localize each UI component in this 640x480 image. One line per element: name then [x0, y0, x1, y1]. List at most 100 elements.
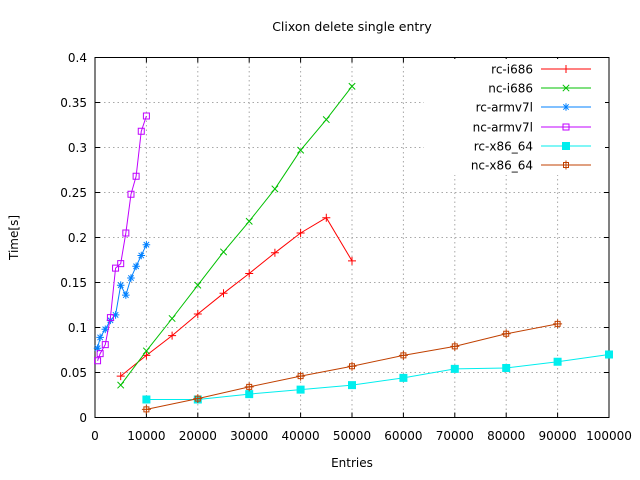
point-marker-boxplus: [296, 371, 306, 381]
x-tick-label: 10000: [127, 429, 165, 443]
x-tick-label: 100000: [586, 429, 632, 443]
point-marker-cross: [117, 381, 125, 389]
point-marker-square-open: [137, 127, 145, 135]
point-marker-asterisk: [111, 311, 120, 319]
legend-label-nc-i686: nc-i686: [488, 82, 533, 96]
point-marker-cross: [168, 314, 176, 323]
y-axis-label: Time[s]: [7, 215, 21, 261]
x-tick-label: 0: [91, 429, 99, 443]
point-marker-square-open: [94, 357, 102, 365]
point-marker-plus: [116, 372, 125, 381]
point-marker-boxplus: [561, 160, 571, 170]
point-marker-boxplus: [501, 329, 511, 339]
legend-label-rc-armv7l: rc-armv7l: [476, 101, 533, 115]
point-marker-plus: [270, 248, 279, 257]
y-tick-label: 0.25: [60, 186, 87, 200]
point-marker-asterisk: [101, 325, 110, 334]
point-marker-asterisk: [142, 240, 151, 249]
point-marker-boxplus: [398, 350, 408, 360]
point-marker-plus: [562, 65, 570, 73]
point-marker-asterisk: [116, 281, 125, 289]
point-marker-square-filled: [502, 364, 511, 372]
point-marker-plus: [348, 256, 356, 265]
point-marker-plus: [168, 331, 177, 340]
y-tick-label: 0.3: [68, 141, 87, 155]
legend-label-rc-i686: rc-i686: [491, 63, 533, 77]
x-tick-label: 50000: [333, 429, 371, 443]
x-tick-label: 90000: [539, 429, 577, 443]
point-marker-square-open: [96, 350, 104, 358]
y-tick-label: 0: [79, 411, 87, 425]
legend-background: [424, 59, 605, 175]
point-marker-cross: [219, 248, 228, 256]
series-line-nc-armv7l: [97, 115, 147, 361]
y-tick-label: 0.1: [68, 321, 87, 335]
x-tick-label: 80000: [487, 429, 525, 443]
point-marker-asterisk: [122, 291, 130, 299]
series-line-rc-i686: [120, 217, 353, 377]
point-marker-square-open: [117, 260, 125, 268]
x-tick-label: 20000: [179, 429, 217, 443]
point-marker-square-open: [132, 172, 140, 180]
point-marker-cross: [297, 146, 305, 154]
point-marker-square-filled: [553, 357, 562, 366]
point-marker-plus: [245, 269, 254, 278]
point-marker-asterisk: [562, 103, 570, 111]
point-marker-square-filled: [399, 373, 408, 382]
point-marker-asterisk: [127, 274, 135, 282]
point-marker-square-open: [112, 264, 120, 272]
point-marker-square-open: [562, 123, 570, 131]
point-marker-plus: [322, 213, 331, 222]
point-marker-asterisk: [96, 333, 104, 342]
point-marker-asterisk: [93, 344, 102, 352]
y-tick-label: 0.2: [68, 231, 87, 245]
point-marker-square-open: [106, 314, 114, 322]
point-marker-square-filled: [605, 350, 613, 359]
point-marker-square-filled: [450, 364, 459, 373]
point-marker-square-filled: [296, 385, 305, 394]
point-marker-square-filled: [142, 395, 151, 404]
point-marker-boxplus: [347, 361, 357, 371]
x-tick-label: 60000: [384, 429, 422, 443]
point-marker-boxplus: [193, 394, 203, 404]
y-tick-label: 0.05: [60, 366, 87, 380]
chart-title: Clixon delete single entry: [272, 19, 432, 34]
series-line-nc-i686: [120, 85, 353, 386]
point-marker-plus: [193, 310, 202, 318]
point-marker-plus: [142, 351, 151, 360]
legend-label-nc-x86_64: nc-x86_64: [471, 159, 533, 173]
point-marker-boxplus: [450, 341, 460, 351]
point-marker-cross: [142, 347, 150, 355]
x-tick-label: 70000: [436, 429, 474, 443]
point-marker-asterisk: [132, 262, 140, 271]
point-marker-square-filled: [562, 142, 570, 150]
x-tick-label: 40000: [282, 429, 320, 443]
point-marker-cross: [322, 116, 330, 124]
y-tick-label: 0.15: [60, 276, 87, 290]
point-marker-cross: [245, 217, 253, 225]
point-marker-cross: [348, 82, 356, 90]
point-marker-square-open: [127, 190, 135, 198]
point-marker-square-filled: [245, 390, 254, 399]
point-marker-plus: [219, 289, 228, 298]
point-marker-square-open: [122, 229, 130, 237]
x-tick-label: 30000: [230, 429, 268, 443]
legend-label-rc-x86_64: rc-x86_64: [474, 140, 533, 154]
point-marker-square-filled: [348, 381, 356, 390]
point-marker-boxplus: [553, 319, 563, 329]
point-marker-cross: [271, 185, 279, 193]
point-marker-square-open: [101, 341, 109, 349]
point-marker-cross: [562, 84, 570, 92]
point-marker-boxplus: [141, 404, 151, 414]
point-marker-square-open: [142, 112, 150, 120]
legend-label-nc-armv7l: nc-armv7l: [473, 121, 533, 135]
series-line-rc-x86_64: [146, 354, 610, 400]
x-axis-label: Entries: [331, 456, 373, 470]
point-marker-boxplus: [244, 382, 254, 392]
y-tick-label: 0.35: [60, 96, 87, 110]
y-tick-label: 0.4: [68, 51, 87, 65]
point-marker-cross: [194, 281, 202, 289]
point-marker-plus: [296, 229, 305, 237]
